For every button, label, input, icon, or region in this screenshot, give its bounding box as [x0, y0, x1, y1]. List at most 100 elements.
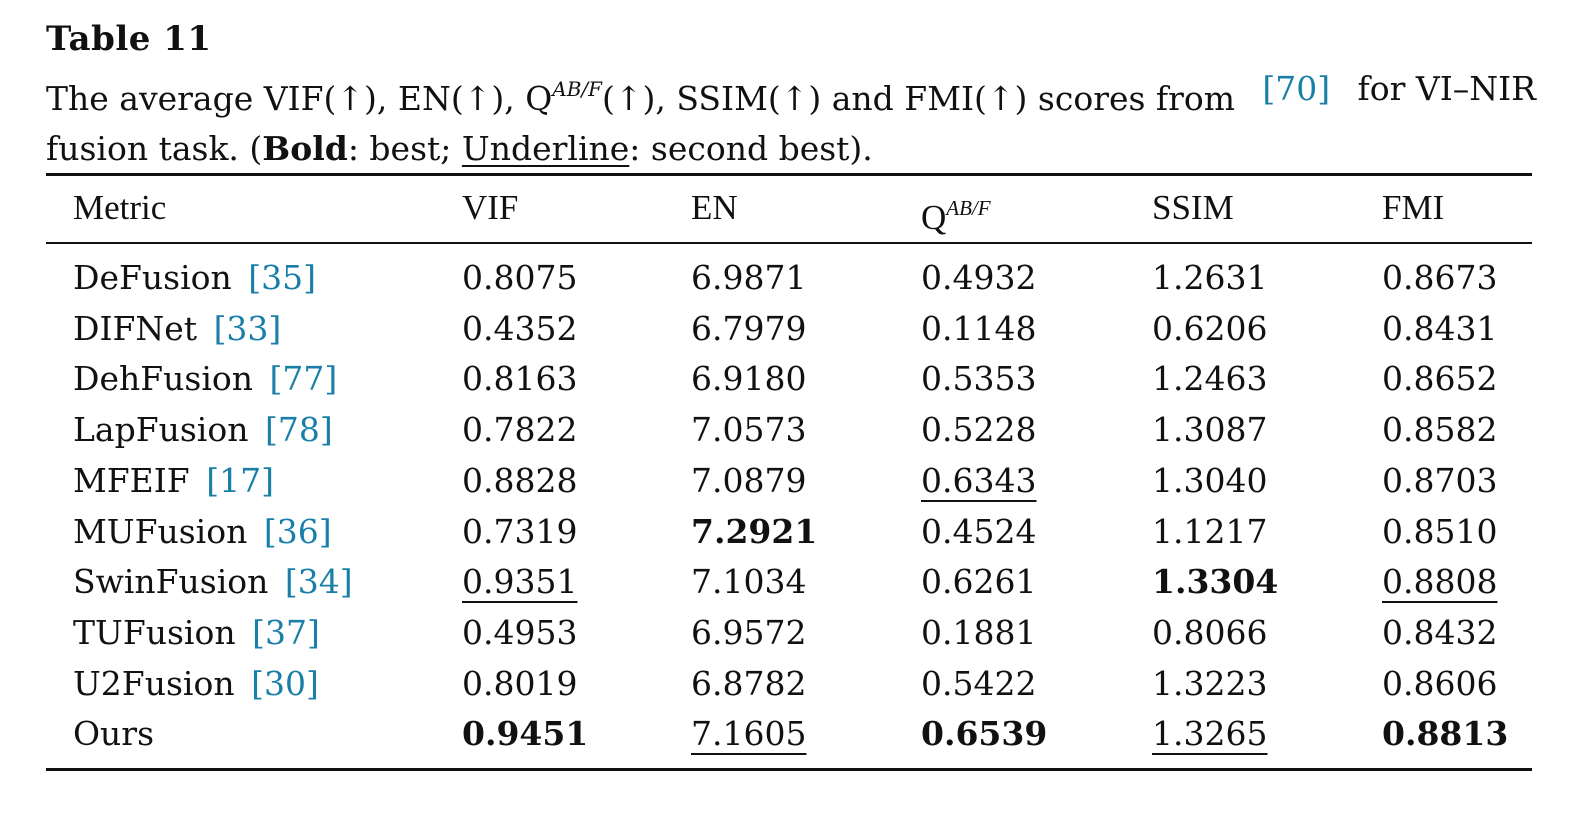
value-cell: 0.8019	[462, 663, 578, 703]
caption-text-part: fusion task. (	[46, 129, 263, 168]
value-cell: 0.9351	[462, 562, 578, 602]
method-name: DeFusion	[73, 258, 232, 297]
value-cell: 7.1034	[691, 562, 807, 602]
method-reference-link[interactable]: [77]	[269, 359, 338, 399]
table-row: MUFusion [36] 0.7319 7.2921 0.4524 1.1217 0.8…	[46, 507, 1532, 557]
table-row: U2Fusion [30] 0.8019 6.8782 0.5422 1.3223 0.8…	[46, 659, 1532, 709]
value-cell: 0.5228	[921, 410, 1037, 450]
header-en: EN	[691, 188, 738, 227]
table-bottom-rule	[46, 768, 1532, 771]
method-reference-link[interactable]: [78]	[264, 410, 333, 450]
value-cell: 0.8431	[1382, 308, 1498, 348]
value-cell: 0.6206	[1152, 308, 1268, 348]
method-name: DehFusion	[73, 359, 254, 399]
value-cell: 1.3087	[1152, 410, 1268, 450]
value-cell: 0.6343	[921, 460, 1037, 500]
header-qabf-superscript: AB/F	[946, 196, 991, 220]
value-cell: 0.8066	[1152, 612, 1268, 652]
value-cell: 6.9871	[691, 258, 807, 297]
value-cell: 0.8163	[462, 359, 578, 399]
method-cell: DeFusion [35]	[73, 253, 316, 303]
value-cell: 0.1148	[921, 308, 1037, 348]
value-cell: 6.8782	[691, 663, 807, 703]
caption-text-part: (↑), SSIM(↑) and FMI(↑) scores from	[602, 79, 1236, 118]
table-label: Table 11	[46, 19, 212, 59]
value-cell: 0.4524	[921, 511, 1037, 551]
method-reference-link[interactable]: [33]	[213, 308, 282, 348]
value-cell: 0.8652	[1382, 359, 1498, 399]
method-cell: LapFusion [78]	[73, 405, 333, 455]
caption-text-part: The average VIF(↑), EN(↑), Q	[46, 79, 553, 118]
header-ssim: SSIM	[1152, 188, 1234, 227]
method-name: LapFusion	[73, 410, 249, 450]
method-cell: DehFusion [77]	[73, 354, 337, 404]
table-header-rule	[46, 242, 1532, 244]
caption-text-part: : second best).	[629, 129, 873, 168]
value-cell: 0.8432	[1382, 612, 1498, 652]
value-cell: 1.3304	[1152, 562, 1279, 602]
value-cell: 0.8813	[1382, 714, 1509, 754]
header-vif: VIF	[462, 188, 519, 227]
method-name: TUFusion	[73, 612, 236, 652]
method-name: Ours	[73, 714, 155, 754]
caption-superscript: AB/F	[552, 77, 603, 101]
value-cell: 1.2631	[1152, 258, 1268, 297]
caption-bold-legend: Bold	[262, 129, 348, 168]
value-cell: 7.2921	[691, 511, 818, 551]
method-name: U2Fusion	[73, 663, 235, 703]
value-cell: 0.1881	[921, 612, 1037, 652]
caption-reference-link[interactable]: [70]	[1262, 69, 1331, 108]
value-cell: 7.0573	[691, 410, 807, 450]
value-cell: 0.7319	[462, 511, 578, 551]
value-cell: 0.5353	[921, 359, 1037, 399]
value-cell: 0.7822	[462, 410, 578, 450]
table-row: DehFusion [77] 0.8163 6.9180 0.5353 1.2463 0.…	[46, 354, 1532, 404]
method-reference-link[interactable]: [37]	[252, 612, 320, 652]
header-metric: Metric	[73, 188, 167, 227]
value-cell: 0.8828	[462, 460, 578, 500]
value-cell: 1.2463	[1152, 359, 1268, 399]
method-name: MFEIF	[73, 460, 190, 500]
method-reference-link[interactable]: [36]	[263, 511, 332, 551]
value-cell: 0.6261	[921, 562, 1037, 602]
method-cell: MFEIF [17]	[73, 456, 274, 506]
method-reference-link[interactable]: [35]	[248, 258, 316, 297]
table-header-row: Metric VIF EN QAB/F SSIM FMI	[46, 183, 1532, 237]
value-cell: 1.3223	[1152, 663, 1268, 703]
table-row: Ours 0.9451 7.1605 0.6539 1.3265 0.8813	[46, 709, 1532, 759]
method-reference-link[interactable]: [17]	[206, 460, 274, 500]
table-top-rule	[46, 173, 1532, 176]
table-caption: Table 11 The average VIF(↑), EN(↑), QAB/…	[46, 14, 1536, 174]
value-cell: 7.1605	[691, 714, 807, 754]
value-cell: 0.4953	[462, 612, 578, 652]
table-row: SwinFusion [34] 0.9351 7.1034 0.6261 1.3304 0…	[46, 557, 1532, 607]
value-cell: 0.9451	[462, 714, 589, 754]
value-cell: 0.8606	[1382, 663, 1498, 703]
value-cell: 1.1217	[1152, 511, 1268, 551]
table-row: LapFusion [78] 0.7822 7.0573 0.5228 1.3087 0.…	[46, 405, 1532, 455]
caption-text-part: for VI–NIR	[1357, 69, 1536, 108]
value-cell: 0.8808	[1382, 562, 1498, 602]
value-cell: 0.4932	[921, 258, 1037, 297]
value-cell: 0.5422	[921, 663, 1037, 703]
method-cell: MUFusion [36]	[73, 507, 332, 557]
value-cell: 0.8582	[1382, 410, 1498, 450]
table-row: MFEIF [17] 0.8828 7.0879 0.6343 1.3040 0.8703	[46, 456, 1532, 506]
value-cell: 0.8075	[462, 258, 578, 297]
method-name: SwinFusion	[73, 562, 269, 602]
method-cell: Ours	[73, 709, 154, 759]
table-row: TUFusion [37] 0.4953 6.9572 0.1881 0.8066 0.8…	[46, 608, 1532, 658]
value-cell: 6.9180	[691, 359, 807, 399]
caption-text-part: : best;	[347, 129, 452, 168]
caption-underline-legend: Underline	[461, 129, 630, 168]
value-cell: 7.0879	[691, 460, 807, 500]
value-cell: 6.7979	[691, 308, 807, 348]
caption-line-1: The average VIF(↑), EN(↑), QAB/F(↑), SSI…	[46, 64, 1536, 124]
method-cell: SwinFusion [34]	[73, 557, 353, 607]
method-reference-link[interactable]: [30]	[251, 663, 319, 703]
method-cell: TUFusion [37]	[73, 608, 320, 658]
value-cell: 1.3265	[1152, 714, 1268, 754]
header-fmi: FMI	[1382, 188, 1445, 227]
method-reference-link[interactable]: [34]	[284, 562, 353, 602]
table-row: DeFusion [35] 0.8075 6.9871 0.4932 1.2631 0.8…	[46, 253, 1532, 303]
